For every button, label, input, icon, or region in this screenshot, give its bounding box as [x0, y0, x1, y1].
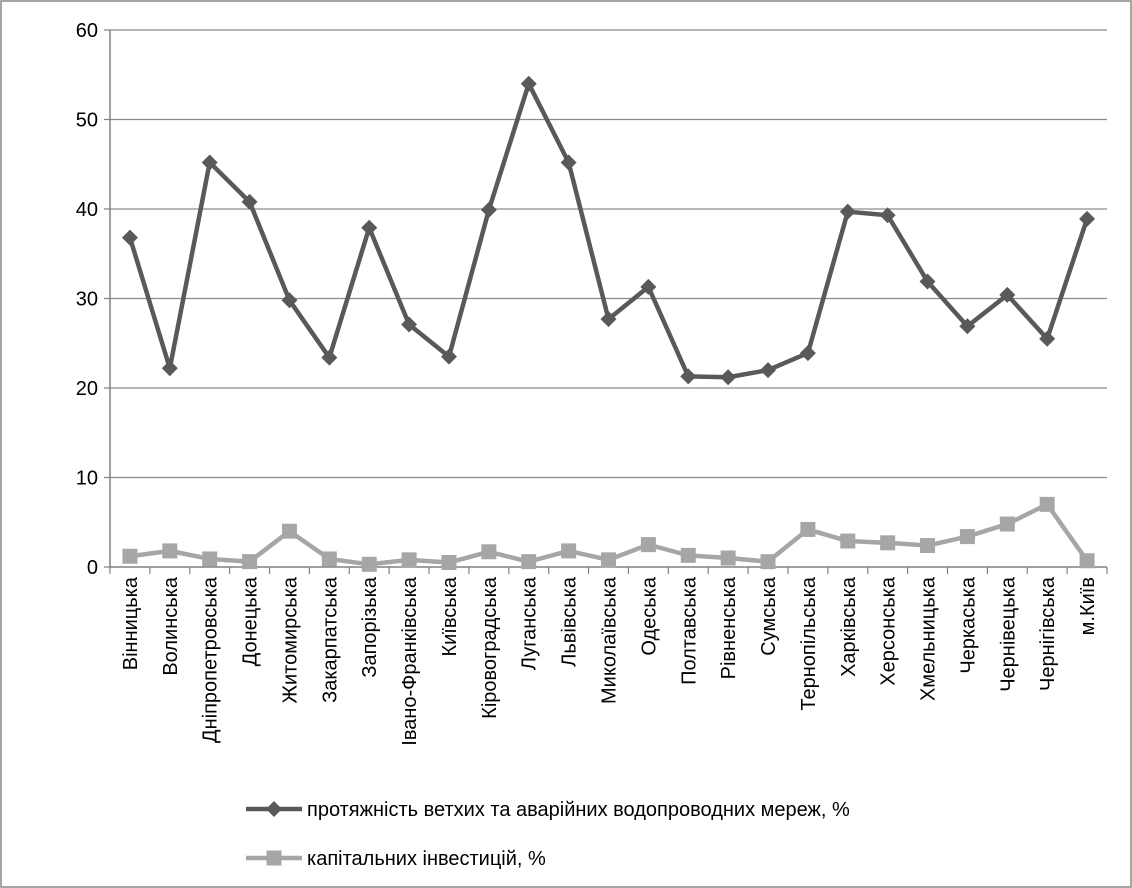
y-axis-tick-label: 50	[76, 110, 98, 132]
x-axis-tick-label: Кіровоградська	[479, 576, 501, 719]
data-point	[959, 529, 975, 545]
data-point	[401, 552, 417, 568]
x-axis-tick-label: Хмельницька	[918, 576, 940, 701]
data-point	[919, 273, 936, 290]
x-axis-tick-label: Тернопільська	[798, 576, 820, 710]
data-point	[1039, 330, 1056, 347]
data-point	[242, 554, 258, 570]
x-axis-tick-label: м.Київ	[1077, 577, 1099, 635]
legend: протяжність ветхих та аварійних водопров…	[246, 799, 850, 870]
data-point	[840, 533, 856, 549]
data-point	[640, 278, 657, 295]
legend-item: протяжність ветхих та аварійних водопров…	[246, 799, 850, 821]
y-axis-tick-labels: 0 10 20 30 40 50 60	[76, 20, 98, 579]
x-axis-tick-label: Київська	[439, 576, 461, 656]
x-axis-tick-label: Миколаївська	[599, 576, 621, 704]
legend-item: капітальних інвестицій, %	[246, 848, 546, 870]
data-point	[480, 201, 497, 218]
x-axis-tick-label: Дніпропетровська	[200, 576, 222, 743]
x-axis-tick-label: Чернігівська	[1037, 576, 1059, 691]
data-point	[241, 193, 258, 210]
data-point	[202, 551, 218, 567]
data-point	[999, 516, 1015, 532]
data-point	[760, 554, 776, 570]
y-axis-tick-label: 30	[76, 289, 98, 311]
data-point	[361, 219, 378, 236]
data-point	[999, 286, 1016, 303]
data-point	[720, 369, 737, 386]
data-point	[321, 551, 337, 567]
data-point	[720, 550, 736, 566]
data-point	[680, 368, 697, 385]
data-point	[401, 316, 418, 333]
data-point	[760, 362, 777, 379]
data-point	[1079, 553, 1095, 569]
series-2	[122, 496, 1095, 572]
series	[121, 75, 1096, 572]
data-point	[281, 292, 298, 309]
x-axis-tick-label: Івано-Франківська	[399, 576, 421, 746]
x-axis-tick-label: Закарпатська	[319, 576, 341, 703]
series-1	[121, 75, 1096, 386]
data-point	[879, 207, 896, 224]
data-point	[1039, 496, 1055, 512]
data-point	[799, 345, 816, 362]
x-axis-tick-label: Вінницька	[120, 576, 142, 670]
data-point	[521, 554, 537, 570]
data-point	[321, 349, 338, 366]
x-axis-tick-label: Житомирська	[279, 576, 301, 703]
data-point	[162, 543, 178, 559]
x-axis-tick-label: Харківська	[838, 576, 860, 677]
data-point	[959, 318, 976, 335]
data-point	[680, 547, 696, 563]
x-axis-tick-label: Рівненська	[718, 576, 740, 679]
data-point	[601, 552, 616, 568]
data-point	[361, 556, 377, 572]
data-point	[201, 154, 218, 171]
y-axis-tick-label: 10	[76, 468, 98, 490]
data-point	[122, 548, 138, 564]
data-point	[561, 543, 577, 559]
data-point	[520, 75, 537, 92]
legend-label: капітальних інвестицій, %	[307, 848, 546, 870]
gridlines	[110, 29, 1107, 479]
data-point	[800, 521, 816, 537]
y-axis-tick-label: 20	[76, 378, 98, 400]
data-point	[1079, 210, 1096, 227]
x-axis-tick-label: Полтавська	[678, 576, 700, 685]
legend-label: протяжність ветхих та аварійних водопров…	[307, 799, 850, 821]
data-point	[440, 348, 457, 365]
x-axis-tick-label: Львівська	[559, 576, 581, 667]
x-axis-tick-label: Одеська	[638, 576, 660, 656]
x-axis-tick-label: Сумська	[758, 576, 780, 656]
x-axis-tick-label: Черкаська	[957, 576, 979, 673]
y-axis-tick-label: 60	[76, 20, 98, 42]
y-axis-tick-label: 40	[76, 199, 98, 221]
data-point	[161, 360, 178, 377]
data-point	[441, 555, 457, 571]
x-axis-tick-label: Луганська	[519, 576, 541, 670]
data-point	[560, 154, 577, 171]
y-axis-tick-label: 0	[87, 557, 98, 579]
data-point	[880, 535, 896, 551]
x-axis-tick-label: Запорізька	[359, 576, 381, 678]
data-point	[281, 523, 297, 539]
x-axis-tick-label: Донецька	[240, 576, 262, 666]
x-axis-tick-label: Волинська	[160, 576, 182, 676]
data-point	[839, 203, 856, 220]
data-point	[121, 229, 138, 246]
x-axis-tick-label: Херсонська	[878, 576, 900, 686]
data-point	[481, 544, 497, 560]
legend-marker	[266, 801, 282, 817]
legend-marker	[266, 850, 282, 866]
data-point	[920, 538, 936, 554]
x-axis-tick-label: Чернівецька	[997, 576, 1019, 692]
data-point	[600, 311, 617, 328]
x-axis-tick-labels: Вінницька Волинська Дніпропетровська Донець…	[120, 576, 1099, 746]
data-point	[640, 537, 656, 553]
